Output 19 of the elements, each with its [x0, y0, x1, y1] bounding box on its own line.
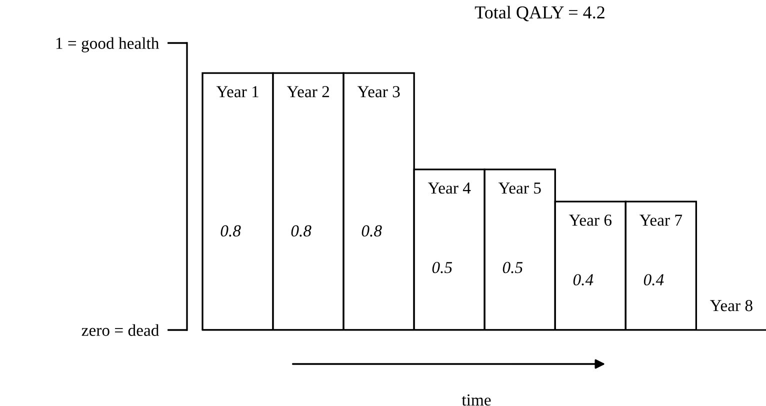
x-tick-label: Year 7 [640, 214, 682, 226]
x-tick-label: Year 4 [428, 182, 471, 194]
x-tick-label: Year 5 [498, 182, 541, 194]
x-tick-label: Year 2 [286, 86, 329, 98]
text: Total QALY = 4.2 [474, 6, 604, 22]
x-tick-label: Year 8 [710, 300, 752, 312]
x-tick-label: Year 3 [357, 86, 400, 98]
data-label: 0.4 [573, 274, 594, 286]
x-tick-label: Year 6 [568, 214, 612, 226]
data-label: 0.5 [502, 262, 523, 274]
x-tick-label: Year 1 [216, 86, 258, 98]
data-label: 0.4 [644, 274, 664, 286]
data-label: 0.8 [220, 225, 241, 237]
text: zero = dead [82, 324, 160, 336]
text: 1 = good health [56, 37, 160, 52]
x-axis-title: time [462, 394, 491, 406]
data-label: 0.8 [362, 225, 382, 237]
data-label: 0.8 [291, 225, 312, 237]
data-label: 0.5 [432, 262, 452, 274]
